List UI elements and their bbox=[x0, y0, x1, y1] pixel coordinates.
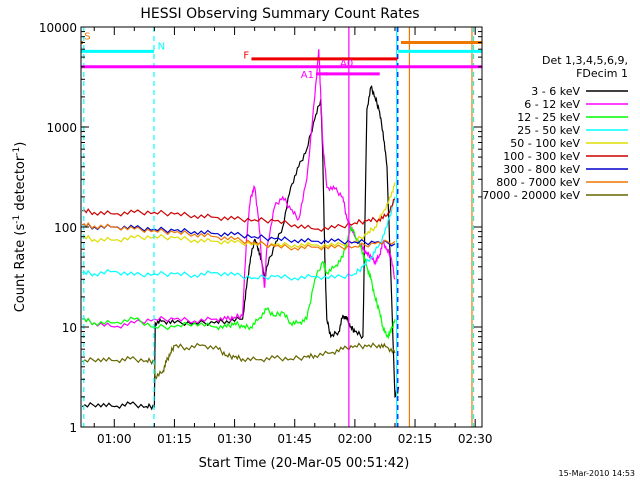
legend-label-3-6-kev: 3 - 6 keV bbox=[531, 85, 580, 98]
x-tick-label: 01:45 bbox=[277, 432, 312, 446]
x-tick-label: 01:00 bbox=[97, 432, 132, 446]
series-line-300-800-kev bbox=[81, 222, 396, 247]
series-line-12-25-kev bbox=[82, 224, 396, 340]
series-line-6-12-kev bbox=[82, 49, 396, 329]
y-tick-label: 1000 bbox=[46, 121, 77, 135]
footer-date: 15-Mar-2010 14:53 bbox=[559, 469, 636, 478]
y-tick-label: 10000 bbox=[39, 21, 77, 35]
x-tick-label: 02:00 bbox=[338, 432, 373, 446]
series-line-100-300-kev bbox=[81, 198, 396, 232]
x-tick-label: 01:30 bbox=[217, 432, 252, 446]
legend-label-12-25-kev: 12 - 25 keV bbox=[517, 111, 580, 124]
series-layer bbox=[81, 49, 400, 411]
series-line-7000-20000-kev bbox=[81, 342, 396, 380]
axis-layer: 01:00 01:15 01:30 01:45 02:00 02:15 02:30 1 10 10… bbox=[39, 21, 493, 446]
plot-frame bbox=[80, 26, 483, 428]
series-line-25-50-kev bbox=[81, 196, 396, 281]
flag-label-a0: A0 bbox=[340, 59, 353, 70]
x-tick-label: 02:30 bbox=[458, 432, 493, 446]
series-line-800-7000-kev bbox=[81, 222, 396, 251]
legend-label-800-7000-kev: 800 - 7000 keV bbox=[496, 176, 580, 189]
vline-layer bbox=[83, 27, 475, 427]
flag-layer: S N F A1 A0 bbox=[81, 32, 482, 81]
x-axis-label: Start Time (20-Mar-05 00:51:42) bbox=[199, 456, 410, 471]
flag-label-n: N bbox=[158, 42, 165, 53]
x-tick-label: 02:15 bbox=[398, 432, 433, 446]
flag-label-s: S bbox=[84, 32, 90, 43]
flag-label-f: F bbox=[243, 51, 249, 62]
legend-label-50-100-kev: 50 - 100 keV bbox=[510, 137, 580, 150]
y-tick-label: 1 bbox=[69, 421, 77, 435]
legend-label-6-12-kev: 6 - 12 keV bbox=[524, 98, 580, 111]
legend-label-100-300-kev: 100 - 300 keV bbox=[503, 150, 580, 163]
legend-header-line-1: Det 1,3,4,5,6,9, bbox=[542, 54, 628, 67]
legend-label-7000-20000-kev: 7000 - 20000 keV bbox=[482, 189, 580, 202]
flag-label-a1: A1 bbox=[301, 70, 314, 81]
x-tick-label: 01:15 bbox=[157, 432, 192, 446]
legend-label-25-50-kev: 25 - 50 keV bbox=[517, 124, 580, 137]
chart-title: HESSI Observing Summary Count Rates bbox=[140, 6, 419, 22]
y-axis-label: Count Rate (s-1 detector-1) bbox=[12, 142, 28, 313]
legend-label-300-800-kev: 300 - 800 keV bbox=[503, 163, 580, 176]
y-tick-label: 10 bbox=[62, 321, 77, 335]
legend-header-line-2: FDecim 1 bbox=[576, 67, 628, 80]
y-tick-label: 100 bbox=[54, 221, 77, 235]
